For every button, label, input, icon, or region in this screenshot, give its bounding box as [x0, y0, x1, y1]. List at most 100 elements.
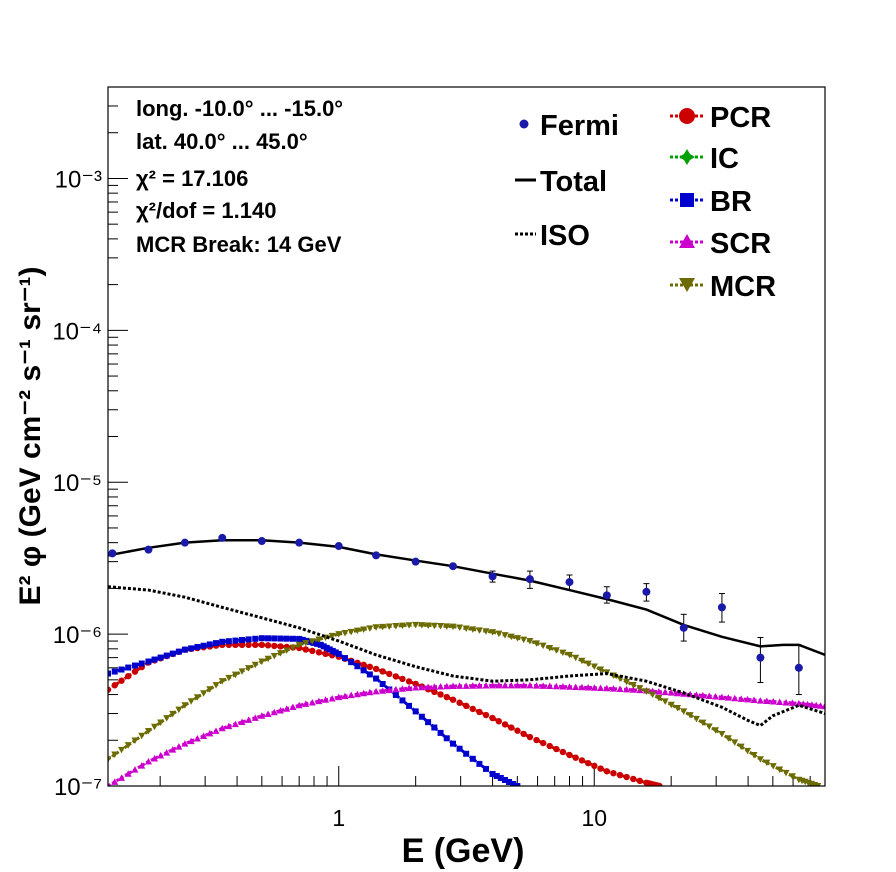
pcr-marker — [656, 782, 663, 786]
br-line — [108, 636, 518, 786]
mcr-marker — [206, 686, 214, 693]
scr-marker — [315, 697, 323, 705]
scr-marker — [392, 685, 400, 693]
pcr-marker — [252, 641, 259, 649]
scr-marker — [385, 686, 393, 694]
mcr-marker — [674, 705, 682, 712]
fermi-point — [525, 575, 534, 584]
br-marker — [118, 666, 125, 673]
scr-marker — [763, 697, 771, 705]
mcr-marker — [559, 649, 567, 657]
mcr-marker — [276, 650, 284, 657]
scr-marker — [513, 681, 521, 689]
mcr-marker — [520, 636, 528, 644]
legend-mcr-label: MCR — [710, 271, 776, 303]
legend-total-label: Total — [540, 166, 607, 198]
pcr-marker — [264, 642, 272, 649]
pcr-marker — [315, 649, 323, 656]
br-marker — [314, 640, 321, 647]
pcr-marker — [489, 714, 496, 722]
pcr-marker — [526, 733, 534, 741]
mcr-marker — [302, 640, 310, 647]
pcr-marker — [392, 673, 400, 680]
mcr-marker — [418, 622, 426, 629]
scr-marker — [341, 692, 349, 700]
mcr-marker — [308, 638, 316, 645]
br-marker — [157, 654, 164, 661]
br-marker — [239, 636, 246, 643]
scr-marker — [360, 689, 368, 697]
scr-marker — [169, 746, 177, 753]
legend-scr-marker — [679, 234, 695, 248]
scr-marker — [546, 682, 554, 690]
br-marker — [306, 638, 313, 645]
fermi-point — [488, 572, 497, 581]
br-marker — [482, 765, 489, 772]
pcr-line — [108, 643, 660, 786]
mcr-marker — [341, 629, 349, 637]
pcr-marker — [533, 736, 540, 744]
scr-marker — [489, 681, 497, 689]
curves — [108, 538, 825, 786]
scr-marker — [578, 683, 586, 691]
scr-marker — [430, 683, 438, 690]
pcr-marker — [372, 665, 380, 673]
pcr-marker — [566, 751, 573, 759]
scr-marker — [731, 694, 739, 702]
mcr-marker — [750, 752, 758, 759]
pcr-marker — [131, 668, 139, 675]
mcr-marker — [424, 622, 432, 629]
mcr-marker — [218, 678, 226, 685]
br-marker — [188, 645, 195, 652]
pcr-marker — [597, 765, 604, 772]
mcr-marker — [629, 682, 637, 689]
pcr-marker — [623, 773, 630, 781]
mcr-marker — [144, 728, 152, 735]
pcr-marker — [553, 745, 560, 753]
br-marker — [412, 708, 419, 715]
br-marker — [108, 670, 111, 677]
pcr-marker — [636, 777, 644, 785]
mcr-marker — [539, 642, 547, 650]
pcr-marker — [584, 759, 592, 767]
br-marker — [163, 652, 170, 659]
br-marker — [320, 643, 327, 650]
info-mcr-break: MCR Break: 14 GeV — [136, 232, 342, 257]
mcr-marker — [462, 625, 470, 632]
fermi-point — [679, 623, 688, 632]
mcr-marker — [584, 660, 592, 668]
br-marker — [449, 740, 456, 747]
mcr-marker — [769, 763, 777, 770]
mcr-marker — [258, 658, 266, 666]
br-marker — [299, 636, 306, 643]
fermi-point — [372, 551, 381, 560]
scr-marker — [157, 752, 165, 759]
scr-marker — [347, 691, 355, 699]
mcr-marker — [763, 759, 771, 767]
scr-marker — [212, 727, 220, 734]
legend-iso-label: ISO — [540, 220, 590, 252]
scr-series — [108, 681, 825, 786]
br-marker — [360, 667, 367, 674]
scr-marker — [520, 681, 528, 689]
scr-marker — [412, 684, 420, 691]
legend-br-marker — [680, 193, 694, 207]
br-marker — [406, 702, 413, 709]
mcr-marker — [443, 623, 451, 630]
mcr-marker — [212, 682, 220, 689]
fermi-point — [257, 537, 266, 546]
pcr-series — [108, 641, 663, 786]
mcr-marker — [187, 698, 195, 705]
pcr-marker — [495, 718, 502, 725]
pcr-marker — [366, 663, 374, 671]
pcr-marker — [482, 711, 490, 719]
mcr-marker — [744, 747, 752, 755]
fermi-point — [411, 557, 420, 566]
br-marker — [418, 713, 425, 720]
scr-marker — [482, 681, 490, 689]
scr-marker — [200, 732, 208, 739]
br-marker — [258, 635, 265, 642]
mcr-marker — [495, 630, 503, 638]
pcr-marker — [469, 705, 476, 713]
mcr-marker — [712, 727, 720, 734]
